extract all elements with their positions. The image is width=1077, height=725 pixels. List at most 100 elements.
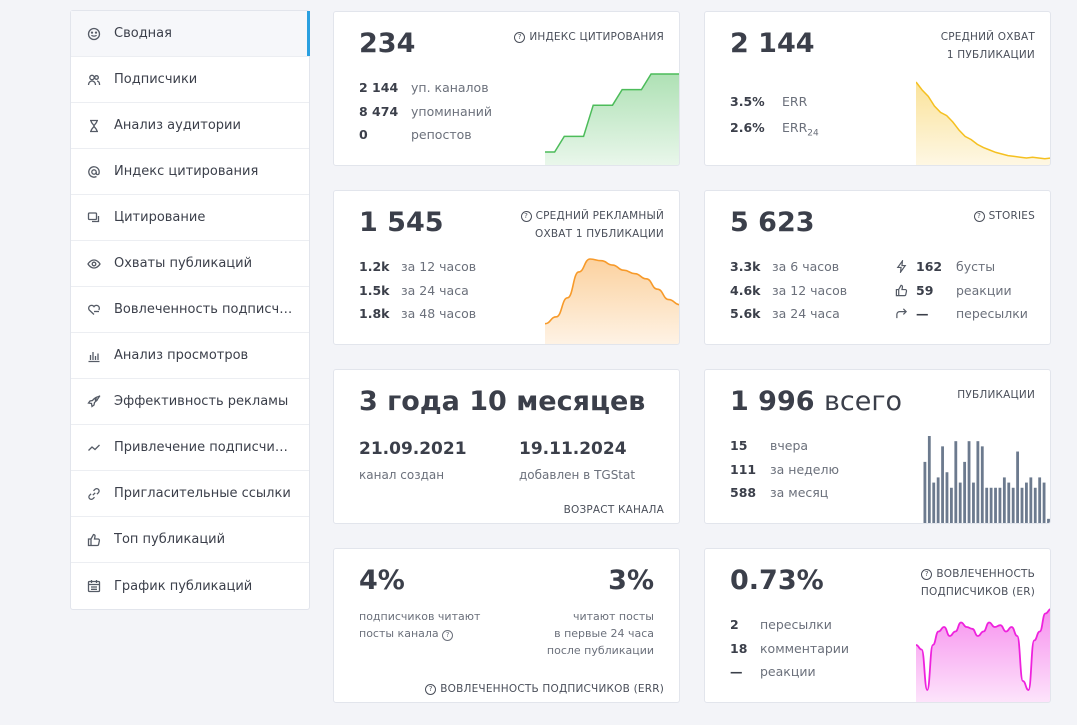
- thumbs-up-icon: [895, 284, 908, 297]
- link-icon: [87, 487, 101, 501]
- stat-value: 15: [730, 438, 748, 453]
- help-icon[interactable]: ?: [921, 569, 933, 580]
- help-icon[interactable]: ?: [520, 211, 532, 222]
- stat-row: 162 бусты: [895, 259, 995, 274]
- sidebar-item[interactable]: Индекс цитирования: [71, 149, 309, 195]
- stat-value: 111: [730, 461, 757, 477]
- stat-label: за 24 часа: [772, 306, 840, 321]
- ad-reach-trend-area: [545, 259, 679, 344]
- stat-label-text: реакции: [956, 282, 1012, 298]
- sidebar-item[interactable]: Эффективность рекламы: [71, 379, 309, 425]
- sidebar-item[interactable]: Сводная: [71, 11, 310, 57]
- posts-bar: [980, 446, 984, 523]
- stat-label-text: ERR: [782, 120, 808, 135]
- sidebar-item[interactable]: График публикаций: [71, 563, 309, 609]
- sidebar-item[interactable]: Анализ просмотров: [71, 333, 309, 379]
- er-trend-area: [916, 609, 1050, 702]
- created-date: 21.09.2021: [359, 439, 467, 459]
- sidebar-item-label: Топ публикаций: [114, 532, 226, 547]
- sidebar-item[interactable]: Пригласительные ссылки: [71, 471, 309, 517]
- sidebar-item[interactable]: Топ публикаций: [71, 517, 309, 563]
- stat-value: 1.2k: [359, 259, 390, 274]
- posts-value: 1 996 всего: [730, 386, 902, 417]
- posts-bar: [923, 461, 927, 523]
- stat-value: 2 144: [359, 80, 399, 95]
- avg-reach-chart: [916, 81, 1050, 165]
- err-card[interactable]: 4% подписчиков читают посты канала ? 3% ч…: [333, 548, 680, 703]
- ad-reach-title-line2: ОХВАТ 1 ПУБЛИКАЦИИ: [535, 228, 664, 240]
- added-date: 19.11.2024: [519, 439, 627, 459]
- stat-value: —: [730, 664, 743, 679]
- engagement-card[interactable]: 0.73% ? ВОВЛЕЧЕННОСТЬ ПОДПИСЧИКОВ (ER) 2 пе…: [704, 548, 1051, 703]
- stat-row: 1.5k за 24 часа: [359, 283, 469, 298]
- engagement-chart: [916, 608, 1050, 702]
- stat-row: 8 474 упоминаний: [359, 104, 492, 119]
- stat-row: 3.3k за 6 часов: [730, 259, 839, 274]
- avg-reach-card[interactable]: 2 144 СРЕДНИЙ ОХВАТ 1 ПУБЛИКАЦИИ 3.5% ERR 2…: [704, 11, 1051, 166]
- sidebar-item[interactable]: Вовлеченность подписчи...: [71, 287, 309, 333]
- avg-reach-title-line2: 1 ПУБЛИКАЦИИ: [946, 49, 1035, 61]
- posts-card[interactable]: 1 996 всего ПУБЛИКАЦИИ 15 вчера 111 за неде…: [704, 369, 1051, 524]
- stat-row: 59 реакции: [895, 283, 1012, 298]
- stat-label: за 6 часов: [772, 259, 839, 274]
- posts-bar: [927, 436, 931, 523]
- stat-label-text: реакции: [760, 664, 816, 679]
- posts-bar: [998, 487, 1002, 523]
- help-icon[interactable]: ?: [973, 211, 985, 222]
- stat-value: 0: [359, 127, 368, 142]
- stat-label: уп. каналов: [411, 80, 489, 95]
- stories-title: ? STORIES: [973, 207, 1035, 225]
- sidebar-item[interactable]: Цитирование: [71, 195, 309, 241]
- err-right-text: читают посты в первые 24 часа после публик…: [547, 608, 654, 659]
- stories-card[interactable]: 5 623 ? STORIES 3.3k за 6 часов 4.6k за 12 ч…: [704, 190, 1051, 345]
- ad-reach-card[interactable]: 1 545 ? СРЕДНИЙ РЕКЛАМНЫЙ ОХВАТ 1 ПУБЛИКАЦ…: [333, 190, 680, 345]
- stat-label-text: бусты: [956, 259, 996, 274]
- citation-index-value: 234: [359, 28, 416, 59]
- sidebar-item-label: Цитирование: [114, 210, 206, 225]
- err-footer: ? ВОВЛЕЧЕННОСТЬ ПОДПИСЧИКОВ (ERR): [425, 680, 664, 698]
- stat-label-text: за 48 часов: [401, 306, 477, 321]
- avg-reach-value: 2 144: [730, 28, 815, 59]
- citation-index-card[interactable]: 234 ? ИНДЕКС ЦИТИРОВАНИЯ 2 144 уп. каналов…: [333, 11, 680, 166]
- sidebar-item[interactable]: Анализ аудитории: [71, 103, 309, 149]
- sidebar-item[interactable]: Подписчики: [71, 57, 309, 103]
- at-icon: [87, 165, 101, 179]
- posts-bar: [967, 441, 971, 523]
- stat-label: ERR: [782, 94, 807, 109]
- stat-subscript: 24: [807, 128, 819, 139]
- stat-label: за неделю: [770, 462, 839, 477]
- avg-reach-title-line1: СРЕДНИЙ ОХВАТ: [940, 31, 1035, 43]
- stat-value: 5.6k: [730, 306, 761, 321]
- help-icon[interactable]: ?: [442, 630, 454, 641]
- posts-bar: [1011, 487, 1015, 523]
- stat-value: 1.5k: [359, 282, 390, 298]
- help-icon[interactable]: ?: [514, 32, 526, 43]
- sidebar-item[interactable]: Привлечение подписчиков: [71, 425, 309, 471]
- stat-label: репостов: [411, 127, 472, 142]
- err-right-text1: читают посты: [572, 610, 654, 623]
- bar-chart-icon: [87, 349, 101, 363]
- stat-label: ERR24: [782, 120, 819, 139]
- reach-trend-line: [916, 81, 1050, 160]
- stat-label: упоминаний: [411, 104, 492, 119]
- help-icon[interactable]: ?: [425, 684, 437, 695]
- posts-bar: [945, 472, 949, 523]
- posts-total: 1 996: [730, 386, 815, 417]
- stat-row: 588 за месяц: [730, 485, 828, 500]
- ad-reach-title: ? СРЕДНИЙ РЕКЛАМНЫЙ ОХВАТ 1 ПУБЛИКАЦИИ: [520, 207, 664, 243]
- posts-bar: [1029, 477, 1033, 523]
- stat-label: за 12 часов: [772, 283, 847, 298]
- posts-bar: [976, 441, 980, 523]
- sidebar-item[interactable]: Охваты публикаций: [71, 241, 309, 287]
- channel-age-card[interactable]: 3 года 10 месяцев 21.09.2021 канал созда…: [333, 369, 680, 524]
- posts-total-suffix: всего: [823, 386, 903, 417]
- engagement-title-line2: ПОДПИСЧИКОВ (ER): [920, 586, 1035, 598]
- sidebar-item-label: Анализ просмотров: [114, 348, 249, 363]
- stat-label-text: вчера: [770, 438, 809, 453]
- sidebar-item-label: Эффективность рекламы: [114, 394, 289, 409]
- calendar-icon: [87, 579, 101, 593]
- stat-label-text: за 24 часа: [401, 282, 469, 298]
- er-trend-line: [916, 608, 1050, 691]
- posts-bar: [954, 441, 958, 523]
- stat-row: 0 репостов: [359, 127, 472, 142]
